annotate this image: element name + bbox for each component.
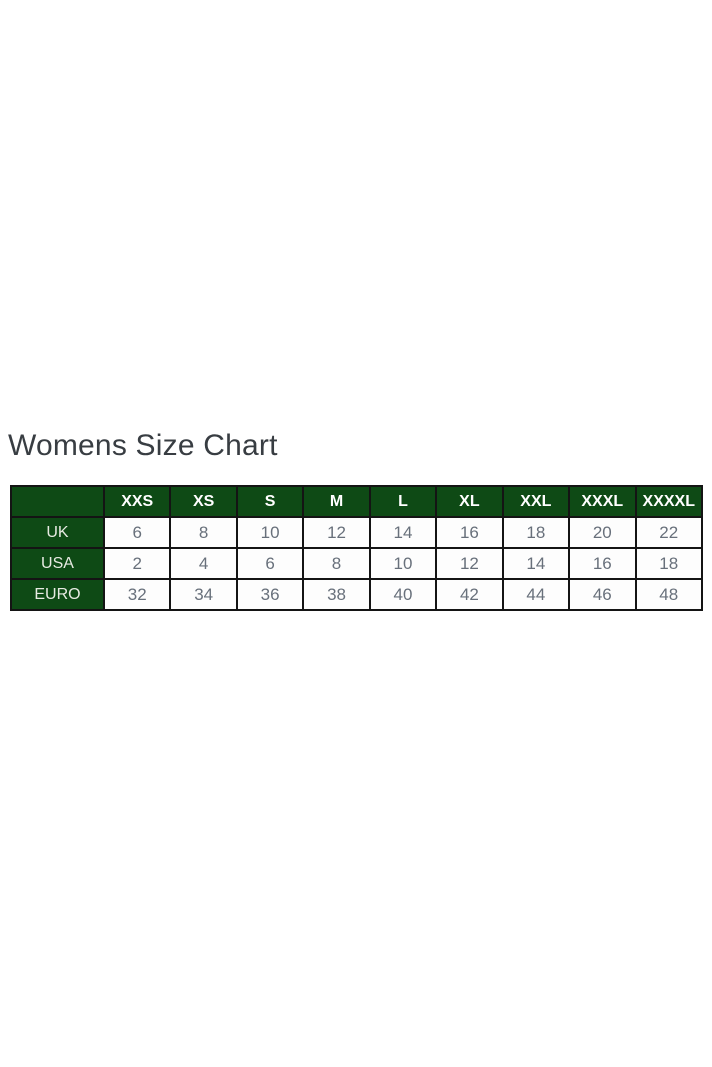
size-cell: 44 bbox=[501, 578, 571, 611]
size-chart-table: XXS XS S M L XL XXL XXXL XXXXL UK 6 8 10… bbox=[10, 485, 703, 611]
corner-cell bbox=[10, 485, 105, 518]
size-cell: 10 bbox=[235, 516, 305, 549]
row-label-uk: UK bbox=[10, 516, 105, 549]
size-cell: 4 bbox=[169, 547, 238, 580]
header-cell-xs: XS bbox=[169, 485, 238, 518]
size-cell: 22 bbox=[634, 516, 703, 549]
size-cell: 6 bbox=[235, 547, 305, 580]
size-cell: 40 bbox=[368, 578, 438, 611]
row-label-usa: USA bbox=[10, 547, 105, 580]
page-title: Womens Size Chart bbox=[8, 429, 278, 462]
size-cell: 18 bbox=[501, 516, 571, 549]
header-cell-xxl: XXL bbox=[501, 485, 571, 518]
header-cell-xxxxl: XXXXL bbox=[634, 485, 703, 518]
size-cell: 14 bbox=[368, 516, 438, 549]
size-cell: 12 bbox=[435, 547, 504, 580]
size-cell: 8 bbox=[169, 516, 238, 549]
header-cell-l: L bbox=[368, 485, 438, 518]
size-cell: 14 bbox=[501, 547, 571, 580]
table-row-euro: EURO 32 34 36 38 40 42 44 46 48 bbox=[10, 578, 703, 611]
size-cell: 38 bbox=[302, 578, 371, 611]
size-cell: 46 bbox=[568, 578, 637, 611]
size-cell: 10 bbox=[368, 547, 438, 580]
header-cell-m: M bbox=[302, 485, 371, 518]
size-cell: 36 bbox=[235, 578, 305, 611]
header-cell-xxxl: XXXL bbox=[568, 485, 637, 518]
size-cell: 34 bbox=[169, 578, 238, 611]
header-cell-s: S bbox=[235, 485, 305, 518]
table-row-usa: USA 2 4 6 8 10 12 14 16 18 bbox=[10, 547, 703, 580]
header-cell-xl: XL bbox=[435, 485, 504, 518]
size-cell: 18 bbox=[634, 547, 703, 580]
size-cell: 12 bbox=[302, 516, 371, 549]
table-row-uk: UK 6 8 10 12 14 16 18 20 22 bbox=[10, 516, 703, 549]
size-cell: 32 bbox=[102, 578, 172, 611]
header-cell-xxs: XXS bbox=[102, 485, 172, 518]
size-chart-header-row: XXS XS S M L XL XXL XXXL XXXXL bbox=[10, 485, 703, 518]
size-cell: 42 bbox=[435, 578, 504, 611]
size-cell: 20 bbox=[568, 516, 637, 549]
row-label-euro: EURO bbox=[10, 578, 105, 611]
size-cell: 48 bbox=[634, 578, 703, 611]
size-cell: 6 bbox=[102, 516, 172, 549]
size-cell: 8 bbox=[302, 547, 371, 580]
size-cell: 2 bbox=[102, 547, 172, 580]
size-cell: 16 bbox=[568, 547, 637, 580]
size-cell: 16 bbox=[435, 516, 504, 549]
